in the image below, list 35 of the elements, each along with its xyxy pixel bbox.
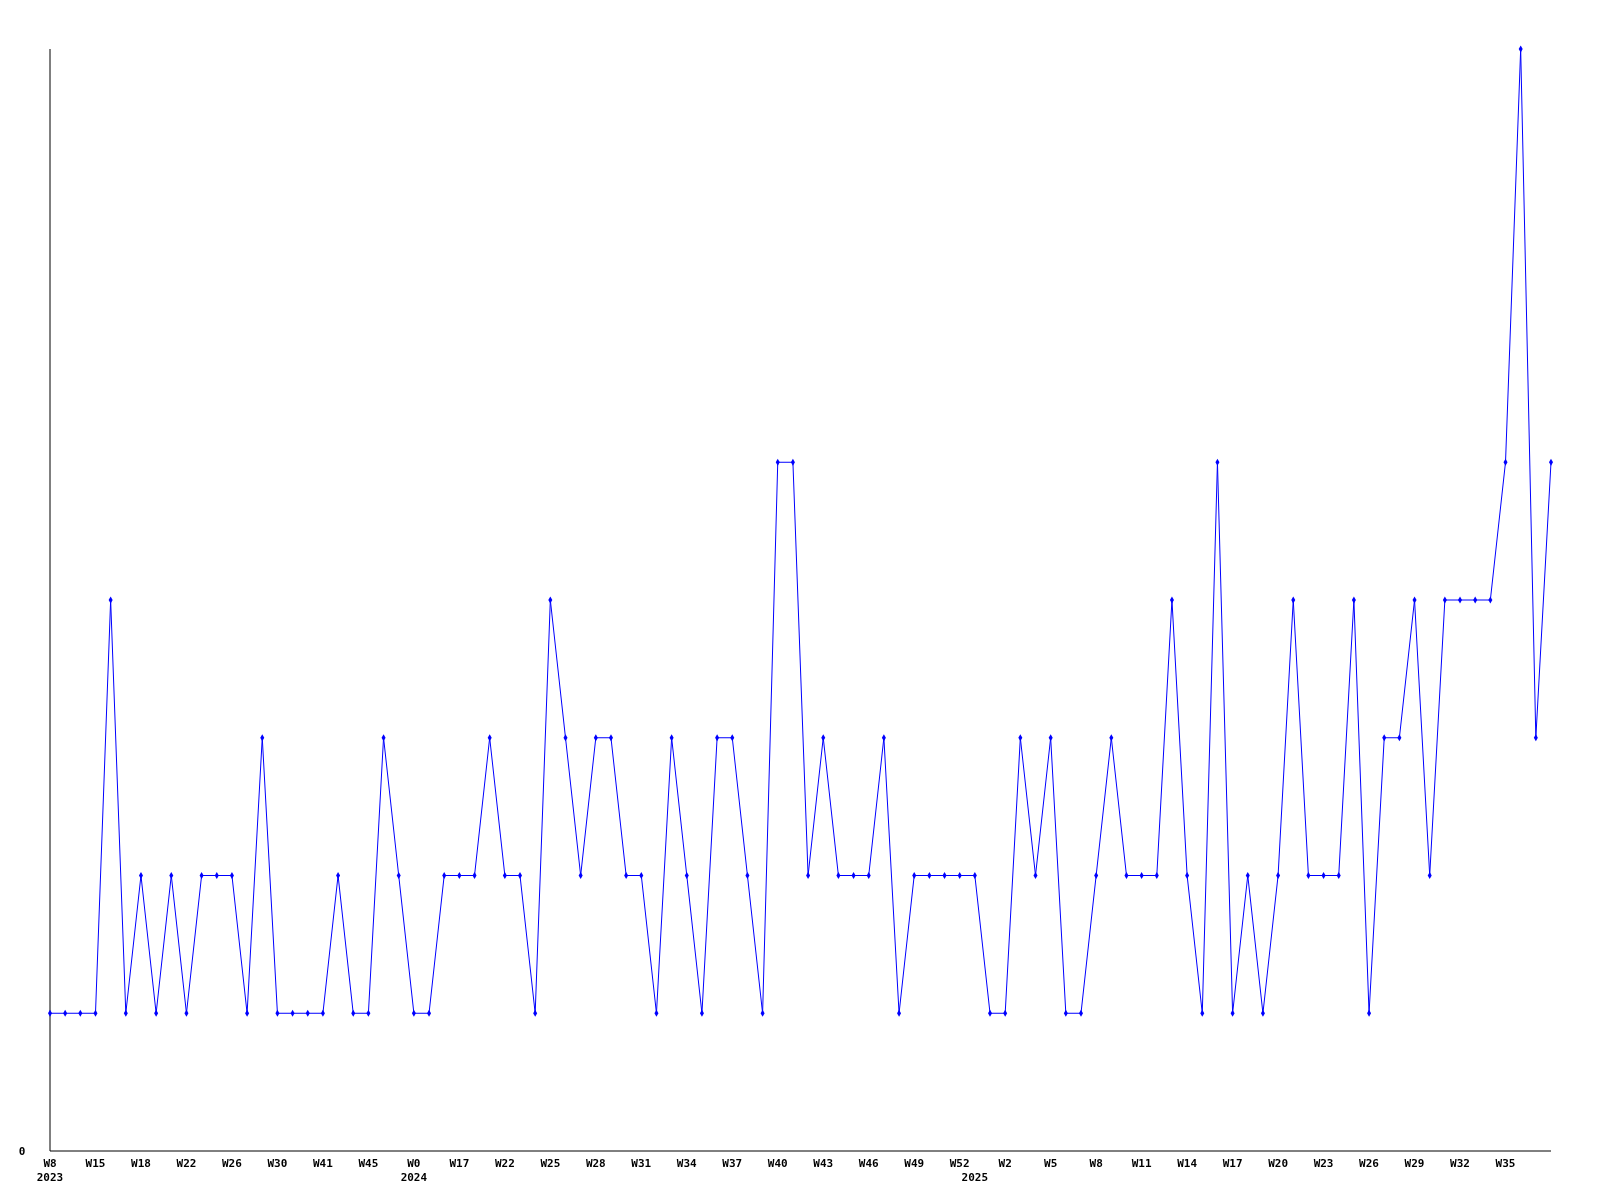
x-tick-label: W18 — [131, 1157, 151, 1170]
x-tick-label: W41 — [312, 1157, 334, 1170]
x-tick-label: W22 — [494, 1157, 515, 1170]
x-tick-label: W20 — [1268, 1157, 1289, 1170]
x-tick-label: W45 — [358, 1157, 379, 1170]
x-tick-label: W15 — [85, 1157, 106, 1170]
x-tick-label: 2025 — [961, 1171, 989, 1184]
x-tick-label: W31 — [631, 1157, 652, 1170]
x-tick-label: W8 2023 — [36, 1157, 64, 1184]
x-tick-label: W11 — [1131, 1157, 1152, 1170]
x-tick-label: W17 — [1222, 1157, 1243, 1170]
x-tick-label: W26 — [222, 1157, 243, 1170]
x-tick-label: W34 — [676, 1157, 698, 1170]
x-tick-label: W26 — [1359, 1157, 1380, 1170]
x-tick-label: W32 — [1450, 1157, 1470, 1170]
x-tick-label: W25 — [540, 1157, 561, 1170]
text: 0 — [18, 1145, 26, 1158]
x-tick-label: W43 — [813, 1157, 834, 1170]
x-tick-label: W23 — [1313, 1157, 1334, 1170]
x-tick-label: W2 — [998, 1157, 1012, 1170]
x-tick-label: W17 — [449, 1157, 470, 1170]
x-tick-label: W5 — [1044, 1157, 1058, 1170]
x-tick-label: W46 — [858, 1157, 880, 1170]
x-tick-label: W8 — [1089, 1157, 1103, 1170]
x-tick-label: W35 — [1495, 1157, 1516, 1170]
x-tick-label: W14 — [1177, 1157, 1198, 1170]
x-tick-label: W49 — [904, 1157, 925, 1170]
x-tick-label: W29 — [1404, 1157, 1425, 1170]
x-tick-label: W0 2024 — [400, 1157, 428, 1184]
x-tick-label: W40 — [767, 1157, 788, 1170]
x-tick-label: W28 — [585, 1157, 606, 1170]
x-tick-label: W37 — [722, 1157, 743, 1170]
x-tick-label: W30 — [267, 1157, 288, 1170]
x-tick-label: W52 — [949, 1157, 970, 1170]
x-tick-label: W22 — [176, 1157, 197, 1170]
